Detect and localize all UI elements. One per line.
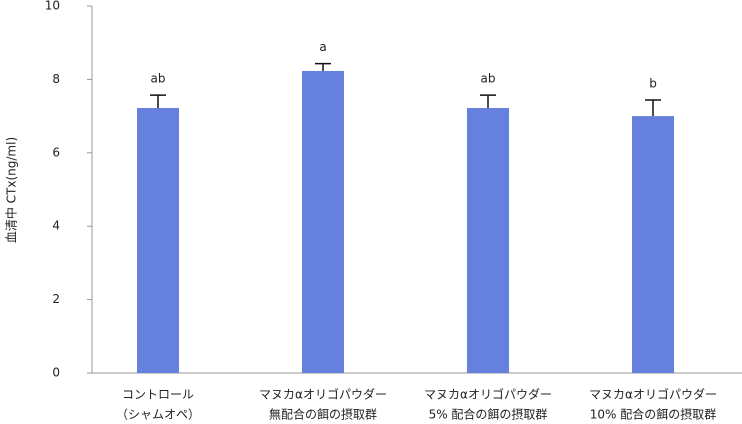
error-bar [315, 62, 331, 71]
bar [137, 108, 179, 373]
y-tick-label: 4 [52, 219, 60, 233]
y-tick-label: 0 [52, 366, 60, 380]
error-bar [645, 99, 661, 117]
bar [467, 108, 509, 373]
y-axis-label: 血清中 CTx(ng/ml) [4, 137, 19, 243]
value-label: b [649, 76, 657, 90]
x-tick-label: コントロール [122, 388, 194, 402]
error-bar [480, 94, 496, 109]
x-tick-label: 10% 配合の餌の摂取群 [590, 407, 717, 422]
value-label: a [319, 40, 326, 54]
y-tick-label: 8 [52, 72, 60, 86]
value-label: ab [481, 72, 496, 86]
bar [302, 70, 344, 374]
x-tick-label: マヌカαオリゴパウダー [424, 387, 552, 402]
x-tick-label: 5% 配合の餌の摂取群 [429, 407, 548, 422]
y-tick-label: 2 [52, 292, 60, 306]
y-tick-label: 10 [45, 0, 60, 13]
x-tick-label: マヌカαオリゴパウダー [589, 387, 717, 402]
bar [632, 116, 674, 373]
x-tick-label: 無配合の餌の摂取群 [269, 407, 377, 422]
x-tick-label: マヌカαオリゴパウダー [259, 387, 387, 402]
error-bar [150, 94, 166, 109]
y-tick-label: 6 [52, 145, 60, 159]
value-label: ab [151, 72, 166, 86]
x-tick-label: （シャムオペ） [116, 408, 200, 422]
